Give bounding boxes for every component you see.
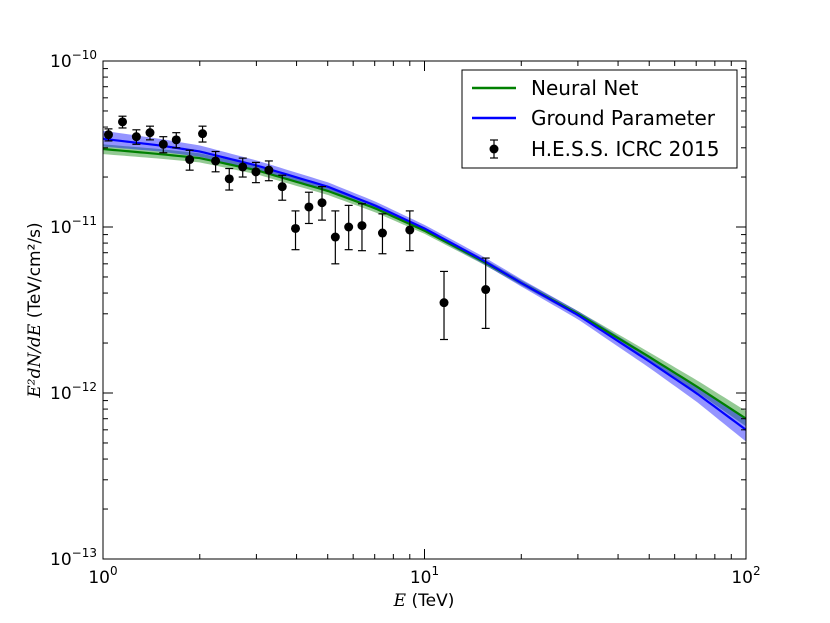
data-point <box>131 129 141 145</box>
point-marker <box>277 182 287 192</box>
data-point <box>277 174 287 201</box>
legend-label-ground-parameter: Ground Parameter <box>531 106 716 130</box>
data-point <box>103 128 113 142</box>
y-tick-label: 10−10 <box>50 48 97 72</box>
legend-label-hess: H.E.S.S. ICRC 2015 <box>531 137 720 161</box>
data-point <box>317 186 327 221</box>
x-tick-label: 100 <box>88 564 117 588</box>
point-marker <box>118 117 128 127</box>
point-marker <box>377 228 387 238</box>
point-marker <box>481 285 491 295</box>
y-tick-label-exponent: −10 <box>72 48 97 62</box>
x-axis-label: E (TeV) <box>393 591 455 611</box>
data-point <box>251 161 261 184</box>
data-point <box>330 210 340 265</box>
data-point <box>118 115 128 129</box>
point-marker <box>405 225 415 235</box>
data-point <box>357 203 367 252</box>
line-neural-net <box>103 147 746 420</box>
point-marker <box>251 167 261 177</box>
point-marker <box>330 232 340 242</box>
point-marker <box>264 165 274 175</box>
x-tick-label-base: 10 <box>88 568 110 588</box>
y-tick-label-base: 10 <box>50 550 72 570</box>
data-point <box>145 125 155 141</box>
data-point <box>264 160 274 182</box>
data-point <box>481 257 491 329</box>
data-point <box>158 136 168 154</box>
y-tick-label-exponent: −12 <box>72 380 97 394</box>
data-point <box>291 210 301 251</box>
y-tick-label: 10−11 <box>50 214 97 238</box>
point-marker <box>317 198 327 208</box>
x-tick-label: 102 <box>731 564 760 588</box>
point-marker <box>198 129 208 139</box>
point-marker <box>344 222 354 232</box>
legend-swatch-hess <box>489 139 499 159</box>
data-point <box>171 132 181 149</box>
point-marker <box>158 139 168 149</box>
x-tick-label: 101 <box>410 564 439 588</box>
data-point <box>344 204 354 251</box>
data-point <box>304 191 314 225</box>
data-point <box>377 213 387 255</box>
point-marker <box>103 130 113 140</box>
x-tick-label-base: 10 <box>731 568 753 588</box>
y-tick-label: 10−13 <box>50 546 97 570</box>
data-point <box>211 150 221 173</box>
point-marker <box>304 202 314 212</box>
data-point <box>439 270 449 341</box>
axis-ticks <box>102 60 747 560</box>
y-tick-label: 10−12 <box>50 380 97 404</box>
point-marker <box>238 162 248 172</box>
x-tick-label-base: 10 <box>410 568 432 588</box>
x-tick-label-exponent: 1 <box>432 564 440 578</box>
legend-label-neural-net: Neural Net <box>531 76 639 100</box>
y-tick-label-base: 10 <box>50 384 72 404</box>
data-point <box>185 149 195 171</box>
model-lines <box>103 137 746 431</box>
point-marker <box>171 135 181 145</box>
data-point <box>198 125 208 143</box>
y-tick-label-base: 10 <box>50 52 72 72</box>
y-tick-label-exponent: −11 <box>72 214 97 228</box>
point-marker <box>224 174 234 184</box>
point-marker <box>439 298 449 308</box>
point-marker <box>185 155 195 165</box>
point-marker <box>145 128 155 138</box>
confidence-bands <box>103 130 746 442</box>
point-marker <box>357 221 367 231</box>
legend: Neural Net Ground Parameter H.E.S.S. ICR… <box>461 69 738 169</box>
data-point <box>238 157 248 178</box>
point-marker <box>211 156 221 166</box>
data-point <box>405 210 415 252</box>
x-tick-label-exponent: 0 <box>110 564 118 578</box>
data-points <box>103 115 491 341</box>
y-axis-label: E²dN/dE (TeV/cm²/s) <box>25 222 45 398</box>
data-point <box>224 167 234 191</box>
x-tick-label-exponent: 2 <box>753 564 761 578</box>
legend-marker <box>489 144 499 154</box>
band-neural-net <box>103 144 746 427</box>
y-tick-label-exponent: −13 <box>72 546 97 560</box>
y-tick-label-base: 10 <box>50 218 72 238</box>
point-marker <box>131 132 141 142</box>
band-ground-parameter <box>103 130 746 442</box>
point-marker <box>291 223 301 233</box>
line-ground-parameter <box>103 137 746 431</box>
